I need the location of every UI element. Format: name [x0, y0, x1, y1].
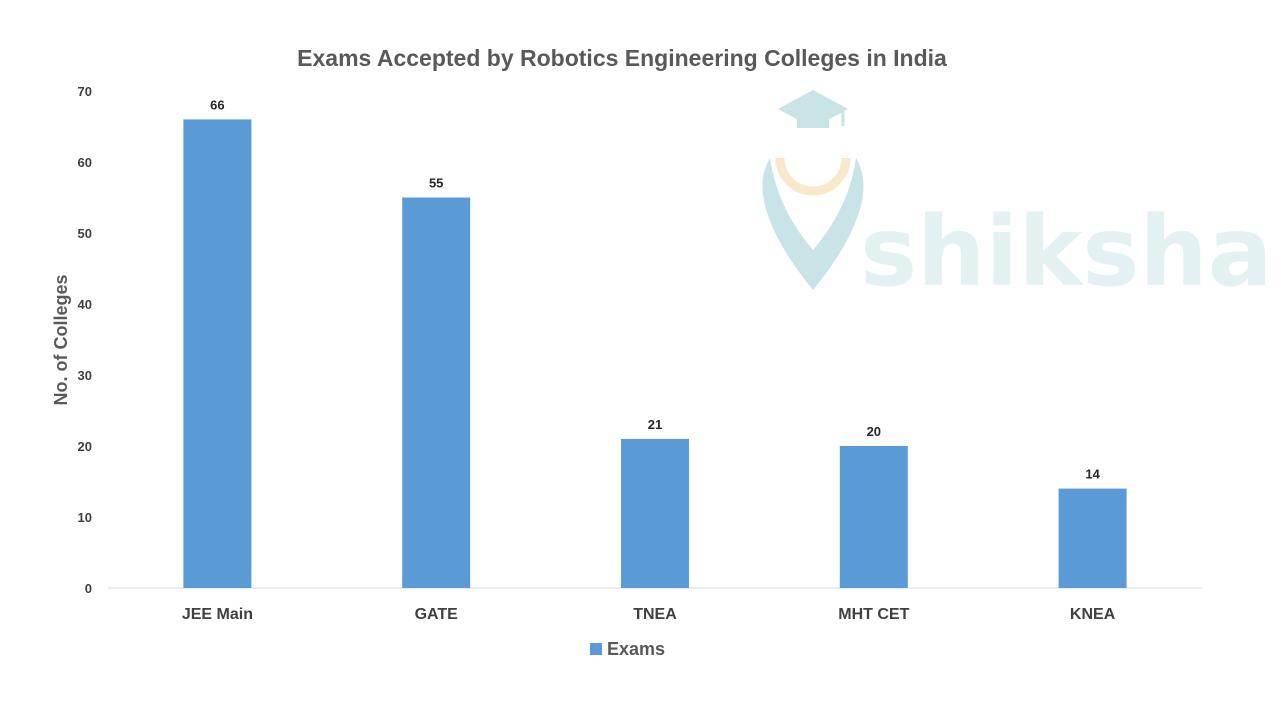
x-category-label: KNEA	[1070, 606, 1116, 623]
y-tick-label: 0	[85, 581, 92, 596]
bar-series	[183, 119, 1127, 589]
x-category-label: TNEA	[633, 606, 677, 623]
watermark-text: shiksha	[860, 196, 1273, 308]
y-tick-label: 30	[78, 368, 92, 383]
graduation-cap-icon	[778, 90, 848, 128]
bar	[1058, 488, 1127, 588]
bar-value-label: 20	[867, 424, 881, 439]
x-axis-categories: JEE Main GATE TNEA MHT CET KNEA	[182, 606, 1116, 623]
watermark-logo: shiksha	[762, 90, 1273, 308]
x-category-label: JEE Main	[182, 606, 253, 623]
legend-label: Exams	[607, 639, 665, 659]
y-tick-label: 40	[78, 297, 92, 312]
bar-value-label: 55	[429, 176, 443, 191]
legend-swatch	[590, 643, 602, 655]
y-tick-label: 50	[78, 226, 92, 241]
y-tick-label: 70	[78, 84, 92, 99]
x-category-label: GATE	[415, 606, 459, 623]
y-tick-label: 20	[78, 439, 92, 454]
data-labels: 66 55 21 20 14	[210, 97, 1100, 481]
y-tick-label: 60	[78, 155, 92, 170]
bar	[839, 446, 908, 588]
y-tick-label: 10	[78, 510, 92, 525]
y-axis-ticks: 0 10 20 30 40 50 60 70	[78, 84, 92, 596]
chart-title: Exams Accepted by Robotics Engineering C…	[297, 45, 947, 71]
x-category-label: MHT CET	[838, 606, 909, 623]
y-axis-title: No. of Colleges	[51, 274, 71, 405]
bar-value-label: 14	[1085, 467, 1100, 482]
bar-value-label: 66	[210, 97, 224, 112]
bar	[183, 119, 252, 589]
bar-value-label: 21	[648, 417, 662, 432]
watermark-pen-shape	[762, 158, 864, 290]
bar	[402, 197, 471, 588]
watermark-arc	[775, 157, 851, 196]
legend: Exams	[590, 639, 665, 659]
bar	[621, 438, 689, 588]
